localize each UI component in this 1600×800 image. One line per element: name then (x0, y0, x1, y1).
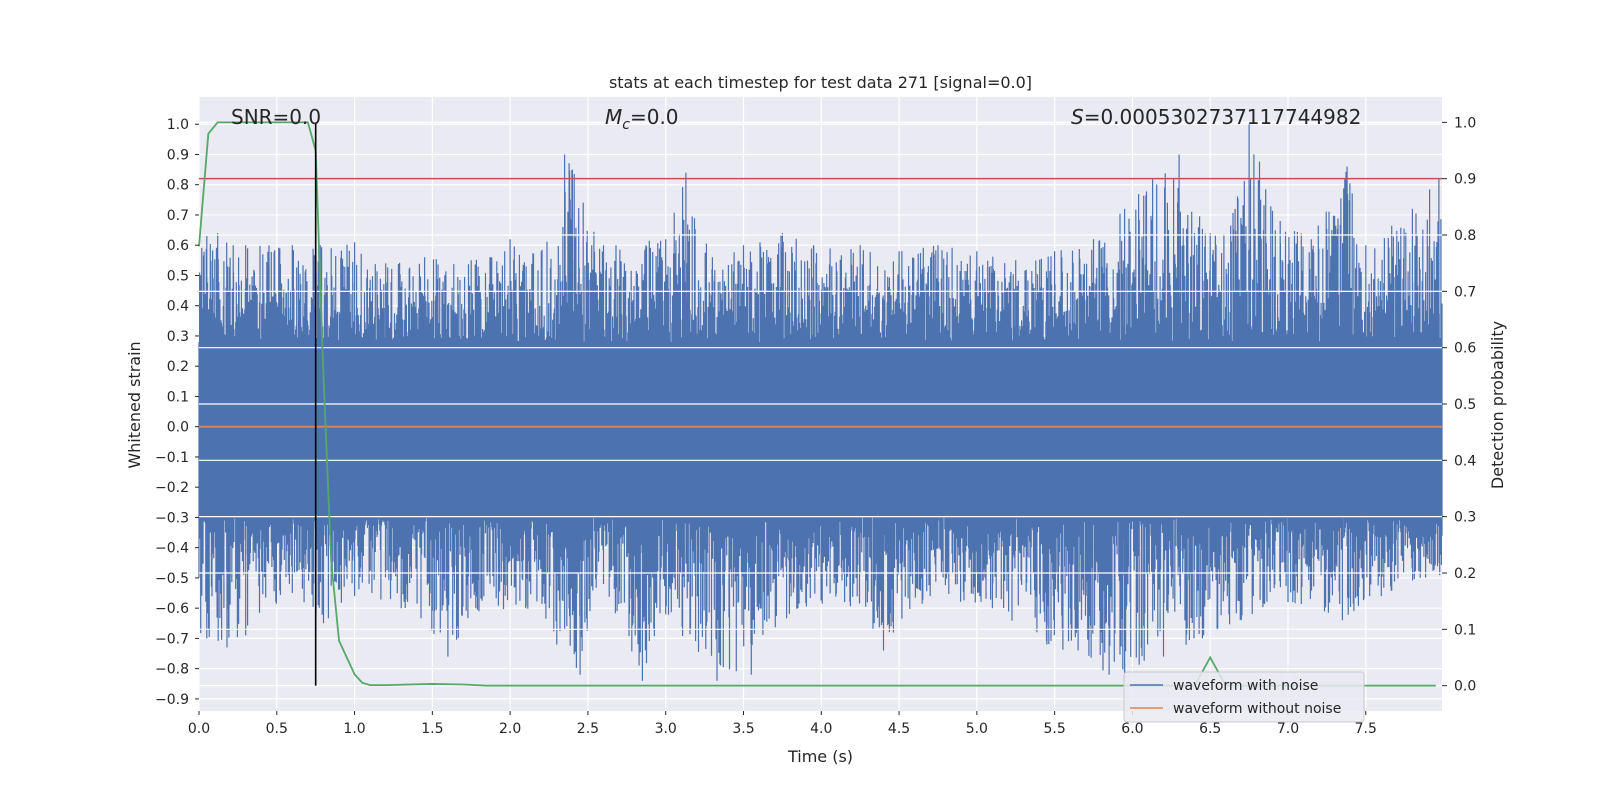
x-tick-label: 1.0 (343, 721, 365, 737)
x-tick-label: 4.5 (888, 721, 910, 737)
y-left-tick-label: 0.7 (167, 208, 189, 224)
x-tick-label: 6.5 (1199, 721, 1221, 737)
y-left-tick-label: 1.0 (167, 117, 189, 133)
y-left-tick-label: 0.3 (167, 329, 189, 345)
y-axis-right-label: Detection probability (1488, 321, 1507, 489)
y-left-tick-label: −0.8 (155, 662, 189, 678)
s-value: =0.0005302737117744982 (1084, 105, 1362, 129)
chirp-mass-subscript: c (622, 117, 630, 133)
y-left-tick-label: 0.0 (167, 420, 189, 436)
y-left-tick-label: −0.7 (155, 631, 189, 647)
y-right-tick-label: 0.9 (1454, 172, 1476, 188)
y-left-tick-label: 0.2 (167, 359, 189, 375)
x-tick-label: 2.5 (577, 721, 599, 737)
x-tick-label: 3.0 (655, 721, 677, 737)
y-left-tick-label: 0.8 (167, 178, 189, 194)
y-right-tick-label: 0.7 (1454, 284, 1476, 300)
y-right-tick-label: 0.4 (1454, 453, 1476, 469)
y-left-tick-label: 0.4 (167, 299, 189, 315)
y-right-tick-label: 1.0 (1454, 115, 1476, 131)
x-tick-label: 7.5 (1355, 721, 1377, 737)
x-tick-label: 5.0 (966, 721, 988, 737)
y-left-tick-label: −0.5 (155, 571, 189, 587)
chart-title: stats at each timestep for test data 271… (609, 73, 1032, 92)
axes: 0.0 0.5 1.0 1.5 2.0 2.5 3.0 3.5 4.0 4.5 5.0 5.5 6.0 6… (155, 115, 1476, 737)
y-axis-left-label: Whitened strain (125, 341, 144, 468)
y-left-tick-label: 0.1 (167, 389, 189, 405)
s-annotation: S=0.0005302737117744982 (1071, 105, 1361, 129)
y-left-tick-label: 0.9 (167, 147, 189, 163)
x-tick-label: 1.5 (421, 721, 443, 737)
legend-label-noise: waveform with noise (1173, 678, 1318, 694)
y-left-tick-label: −0.9 (155, 692, 189, 708)
y-left-tick-label: −0.1 (155, 450, 189, 466)
x-tick-label: 6.0 (1121, 721, 1143, 737)
legend-box (1123, 671, 1365, 723)
y-right-tick-label: 0.8 (1454, 228, 1476, 244)
x-tick-label: 4.0 (810, 721, 832, 737)
chirp-mass-symbol: M (605, 105, 622, 129)
x-axis-label: Time (s) (787, 747, 853, 766)
s-symbol: S (1071, 105, 1084, 129)
y-left-tick-label: −0.3 (155, 510, 189, 526)
y-left-tick-label: −0.4 (155, 541, 189, 557)
x-tick-label: 0.5 (266, 721, 288, 737)
y-left-tick-label: 0.6 (167, 238, 189, 254)
snr-annotation: SNR=0.0 (231, 105, 321, 129)
x-tick-label: 5.5 (1043, 721, 1065, 737)
y-right-tick-label: 0.6 (1454, 341, 1476, 357)
x-tick-label: 3.5 (732, 721, 754, 737)
plot-area (198, 121, 1443, 687)
y-left-tick-label: −0.6 (155, 601, 189, 617)
chirp-mass-annotation: Mc=0.0 (605, 105, 679, 133)
y-right-tick-label: 0.2 (1454, 566, 1476, 582)
chirp-mass-value: =0.0 (630, 105, 679, 129)
y-left-tick-label: −0.2 (155, 480, 189, 496)
y-right-tick-label: 0.0 (1454, 679, 1476, 695)
y-right-tick-label: 0.5 (1454, 397, 1476, 413)
x-tick-label: 2.0 (499, 721, 521, 737)
legend: waveform with noise waveform without noi… (1123, 671, 1365, 723)
x-tick-label: 7.0 (1277, 721, 1299, 737)
y-right-tick-label: 0.3 (1454, 510, 1476, 526)
legend-label-clean: waveform without noise (1173, 701, 1341, 717)
x-tick-label: 0.0 (188, 721, 210, 737)
y-left-tick-label: 0.5 (167, 268, 189, 284)
y-right-tick-label: 0.1 (1454, 622, 1476, 638)
